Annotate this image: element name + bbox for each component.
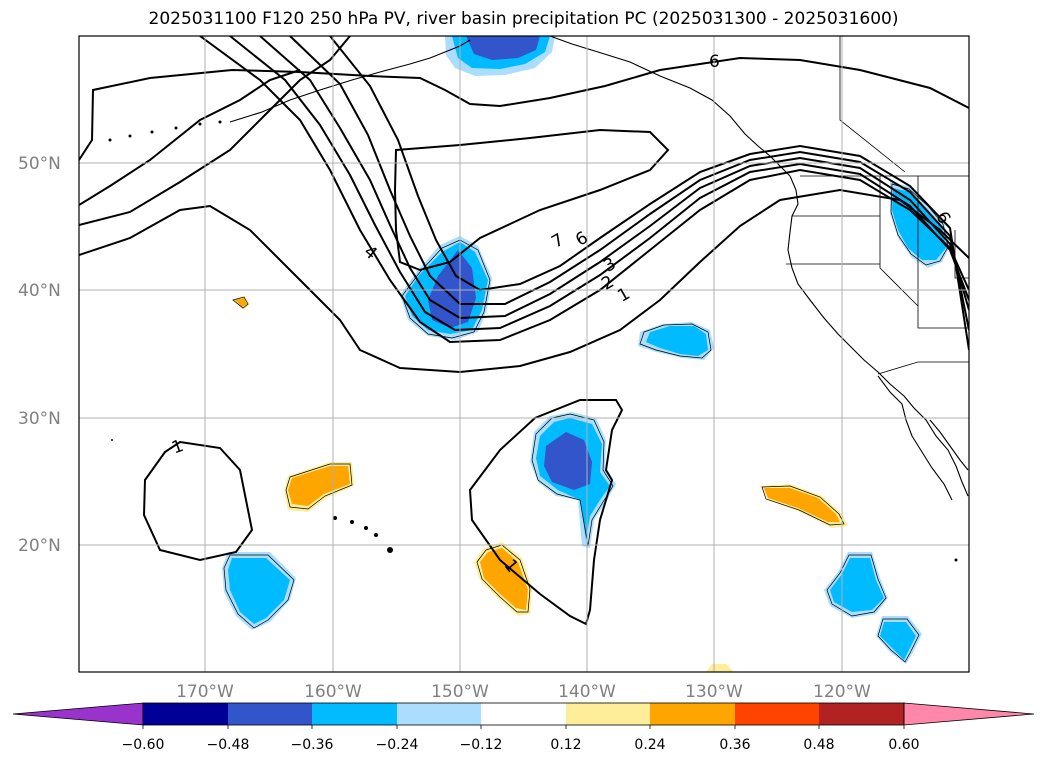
pv-contour-mid2: [229, 36, 969, 332]
pv-contour-4: [79, 188, 969, 374]
map-frame: [78, 35, 970, 673]
lon-label-160w: 160°W: [304, 682, 362, 702]
colorbar-segment-8: [735, 703, 819, 725]
colorbar-segment-3: [312, 703, 397, 725]
lat-label-50n: 50°N: [18, 154, 61, 174]
pv-contour-outer: [79, 56, 969, 161]
lat-label-30n: 30°N: [18, 409, 61, 429]
pv-contour-mid3: [259, 36, 969, 320]
pv-contour-mid1: [199, 36, 969, 344]
outline-east-pacific: [639, 323, 712, 359]
coast-baja: [877, 375, 953, 501]
lon-label-150w: 150°W: [431, 682, 489, 702]
pv-contour-6a: [79, 69, 301, 206]
island-3: [150, 130, 154, 134]
pv-contours: [79, 36, 969, 626]
colorbar-tick-label: 0.36: [719, 737, 750, 753]
island-13: [954, 558, 958, 562]
shading-blob-midlat-dark: [428, 250, 476, 328]
shading-blob-subtropic-dark: [544, 432, 592, 490]
coast-gulf-california: [929, 419, 969, 471]
outline-baja: [826, 554, 887, 617]
colorbar-tick-label: −0.60: [122, 737, 165, 753]
pv-contour-mid4: [289, 36, 969, 331]
colorbar-segment-6: [566, 703, 650, 725]
shading-positive-168w-mid: [235, 298, 247, 307]
pv-contour-1-west: [142, 440, 254, 562]
shading-positive-south: [706, 664, 734, 672]
latitude-labels: 50°N 40°N 30°N 20°N: [18, 154, 61, 556]
colorbar-tick-label: −0.36: [291, 737, 334, 753]
coast-alaska-peninsula: [229, 39, 471, 123]
colorbar-segment-2: [228, 703, 312, 725]
shading-blob-east-pacific-mid: [646, 326, 708, 356]
pv-contour-6b: [79, 36, 351, 226]
colorbar-extend-low: [12, 702, 144, 726]
lat-label-40n: 40°N: [18, 281, 61, 301]
shading-blob-northwest-mid: [892, 188, 946, 260]
precipitation-shading: [222, 36, 950, 672]
colorbar-segment-9: [819, 703, 904, 725]
lon-label-170w: 170°W: [176, 682, 234, 702]
canada-border-bc: [839, 36, 906, 173]
colorbar-tick-label: 0.24: [634, 737, 665, 753]
shading-blob-north-dark: [466, 36, 540, 60]
island-1: [108, 138, 112, 142]
us-mexico-border: [877, 361, 969, 375]
outline-168w: [232, 296, 249, 309]
lat-label-20n: 20°N: [18, 536, 61, 556]
colorbar-extend-high: [903, 702, 1035, 726]
shading-positive-160w-mid: [288, 466, 350, 506]
outline-hawaii-west: [223, 554, 295, 629]
coast-north-america-west: [787, 175, 969, 497]
island-10: [364, 526, 368, 530]
island-8: [333, 516, 337, 520]
colorbar-tick-label: −0.12: [460, 737, 503, 753]
outline-160w: [285, 463, 353, 510]
island-12: [387, 547, 393, 553]
pv-contour-closed-north: [393, 128, 670, 272]
contour-label-0: 6: [709, 52, 720, 72]
colorbar: −0.60 −0.48 −0.36 −0.24 −0.12 0.12 0.24 …: [12, 702, 1035, 753]
outline-125w: [761, 485, 845, 526]
outline-mexico: [877, 618, 920, 663]
shading-positive-146w-mid: [480, 548, 528, 610]
island-6: [218, 120, 222, 124]
island-7: [111, 439, 113, 441]
colorbar-frame: [142, 702, 905, 726]
shading-blob-hawaii-west-mid: [228, 558, 290, 624]
island-11: [374, 533, 378, 537]
colorbar-tick-label: −0.48: [207, 737, 250, 753]
gridlines: [79, 36, 969, 672]
shading-positive-125w-mid: [764, 488, 840, 522]
shading-blob-mexico-mid: [880, 622, 916, 660]
longitude-labels: 170°W 160°W 150°W 140°W 130°W 120°W: [176, 682, 871, 702]
map-title: 2025031100 F120 250 hPa PV, river basin …: [148, 9, 899, 29]
outline-146w: [476, 544, 531, 613]
colorbar-segment-7: [650, 703, 735, 725]
shading-blob-baja-mid: [830, 558, 884, 612]
colorbar-segment-4: [397, 703, 481, 725]
colorbar-segment-1: [143, 703, 228, 725]
island-2: [128, 134, 132, 138]
outline-northwest: [890, 183, 949, 266]
lon-label-140w: 140°W: [558, 682, 616, 702]
pv-contour-inner: [329, 36, 969, 351]
lon-label-120w: 120°W: [813, 682, 871, 702]
island-4: [174, 126, 178, 130]
outline-subtropic: [531, 413, 614, 547]
lon-label-130w: 130°W: [685, 682, 743, 702]
colorbar-tick-label: 0.60: [888, 737, 919, 753]
island-9: [350, 520, 354, 524]
colorbar-tick-label: 0.48: [803, 737, 834, 753]
pv-contour-1-central: [468, 399, 624, 626]
island-5: [198, 122, 202, 126]
colorbar-tick-label: −0.24: [376, 737, 419, 753]
colorbar-segment-5: [481, 703, 566, 725]
islands: [108, 120, 958, 562]
colorbar-tick-label: 0.12: [550, 737, 581, 753]
